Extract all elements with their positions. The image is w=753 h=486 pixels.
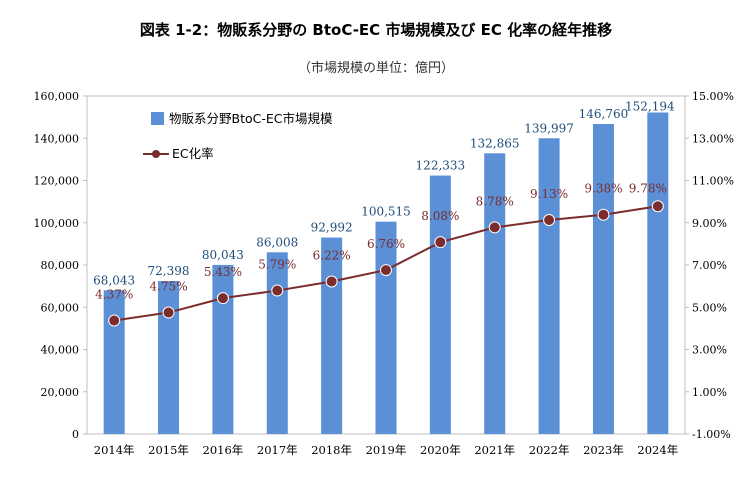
ec-rate-label: 9.13% xyxy=(530,187,568,201)
bar xyxy=(158,281,180,434)
ec-rate-point xyxy=(162,306,175,319)
right-axis-tick-label: 15.00% xyxy=(692,90,734,103)
left-axis-tick-label: 0 xyxy=(72,428,79,441)
legend-swatch-bar xyxy=(151,112,164,125)
bar-value-label: 139,997 xyxy=(524,121,574,135)
right-axis-tick-label: -1.00% xyxy=(692,428,731,441)
ec-rate-label: 6.76% xyxy=(367,237,405,251)
x-axis-category-label: 2016年 xyxy=(203,443,244,457)
ec-rate-label: 9.38% xyxy=(584,182,622,196)
x-axis-category-label: 2019年 xyxy=(366,443,407,457)
chart-title: 図表 1-2：物販系分野の BtoC-EC 市場規模及び EC 化率の経年推移 xyxy=(140,21,612,39)
bar-value-label: 146,760 xyxy=(579,107,629,121)
x-axis-category-label: 2024年 xyxy=(637,443,678,457)
x-axis-category-label: 2023年 xyxy=(583,443,624,457)
ec-rate-label: 9.78% xyxy=(629,181,667,195)
left-axis-tick-label: 140,000 xyxy=(34,132,80,145)
bar-value-label: 86,008 xyxy=(256,235,298,249)
left-axis-tick-label: 100,000 xyxy=(34,217,80,230)
ec-rate-point xyxy=(108,314,121,327)
right-axis-tick-label: 9.00% xyxy=(692,217,727,230)
left-axis-tick-label: 20,000 xyxy=(41,386,80,399)
x-axis-category-label: 2015年 xyxy=(148,443,189,457)
chart-subtitle: （市場規模の単位：億円） xyxy=(298,60,454,76)
ec-rate-point xyxy=(271,284,284,297)
ec-rate-point xyxy=(597,208,610,221)
bar xyxy=(212,264,234,434)
bar-value-label: 122,333 xyxy=(416,159,466,173)
ec-rate-label: 6.22% xyxy=(313,248,351,262)
left-axis-tick-label: 160,000 xyxy=(34,90,80,103)
bar-value-label: 72,398 xyxy=(148,264,190,278)
x-axis-category-label: 2018年 xyxy=(311,443,352,457)
x-axis-category-label: 2021年 xyxy=(474,443,515,457)
x-axis-category-label: 2017年 xyxy=(257,443,298,457)
bar-value-label: 152,194 xyxy=(625,99,675,113)
left-axis-tick-label: 120,000 xyxy=(34,175,80,188)
x-axis-category-label: 2022年 xyxy=(529,443,570,457)
bar-value-label: 92,992 xyxy=(311,221,353,235)
legend-swatch-marker xyxy=(152,150,160,158)
right-axis-tick-label: 7.00% xyxy=(692,259,727,272)
right-axis-tick-label: 3.00% xyxy=(692,344,727,357)
ec-rate-point xyxy=(543,214,556,227)
bar-value-label: 68,043 xyxy=(93,273,135,287)
bar xyxy=(103,290,125,434)
left-axis-tick-label: 60,000 xyxy=(41,301,80,314)
ec-rate-label: 5.43% xyxy=(204,265,242,279)
left-axis-tick-label: 80,000 xyxy=(41,259,80,272)
right-axis-tick-label: 5.00% xyxy=(692,301,727,314)
right-axis-tick-label: 1.00% xyxy=(692,386,727,399)
ec-rate-point xyxy=(488,221,501,234)
bar-value-label: 80,043 xyxy=(202,248,244,262)
right-axis-tick-label: 11.00% xyxy=(692,175,734,188)
legend-label-market-size: 物販系分野BtoC-EC市場規模 xyxy=(169,111,333,126)
bar xyxy=(321,237,343,434)
ec-rate-label: 5.79% xyxy=(258,258,296,272)
ec-rate-point xyxy=(651,200,664,213)
bar xyxy=(538,138,560,434)
x-axis-category-label: 2014年 xyxy=(94,443,135,457)
right-axis-tick-label: 13.00% xyxy=(692,132,734,145)
bar xyxy=(647,112,669,434)
ec-rate-label: 8.08% xyxy=(421,209,459,223)
bar xyxy=(484,153,506,434)
bar xyxy=(592,123,614,435)
legend-label-ec-rate: EC化率 xyxy=(172,146,214,161)
bar-value-label: 100,515 xyxy=(361,205,411,219)
ec-rate-point xyxy=(434,236,447,249)
left-axis-tick-label: 40,000 xyxy=(41,344,80,357)
x-axis-category-label: 2020年 xyxy=(420,443,461,457)
bar-value-label: 132,865 xyxy=(470,136,520,150)
bar xyxy=(266,252,288,434)
ec-rate-label: 4.37% xyxy=(95,288,133,302)
ec-rate-point xyxy=(380,264,392,277)
ec-rate-point xyxy=(325,275,338,288)
ec-rate-label: 8.78% xyxy=(476,194,514,208)
plot-area: 0 20,000 40,000 60,000 80,000 100,000 120,000 1… xyxy=(34,90,734,457)
bar xyxy=(375,221,397,434)
ec-rate-point xyxy=(216,292,229,305)
ec-rate-label: 4.75% xyxy=(149,280,187,294)
